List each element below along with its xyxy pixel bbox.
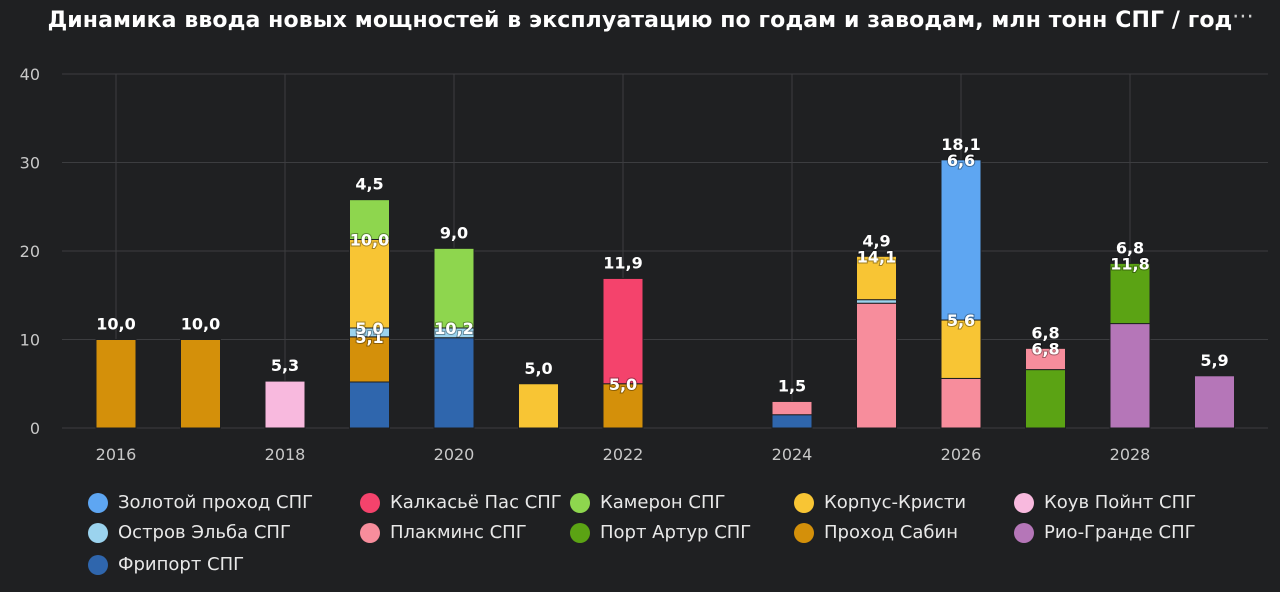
legend-label: Плакминс СПГ <box>390 522 527 543</box>
legend-swatch-icon <box>1014 492 1034 513</box>
bar-segment <box>349 381 390 429</box>
data-label: 5,0 <box>355 319 383 338</box>
legend-swatch-icon <box>88 492 108 513</box>
bar-segment <box>856 302 897 429</box>
bar-segment <box>349 238 390 329</box>
x-tick-label: 2026 <box>941 445 982 464</box>
bar-segment <box>1025 369 1066 429</box>
bar-segment <box>602 277 644 385</box>
legend-item[interactable]: Коув Пойнт СПГ <box>1014 492 1196 513</box>
legend-label: Остров Эльба СПГ <box>118 522 291 543</box>
bar-segment <box>1109 262 1151 325</box>
bar-segment <box>856 299 897 304</box>
total-label: 10,0 <box>181 315 220 334</box>
legend-label: Проход Сабин <box>824 522 958 543</box>
total-label: 5,9 <box>1200 351 1228 370</box>
total-label: 5,0 <box>524 359 552 378</box>
legend-label: Камерон СПГ <box>600 492 726 513</box>
bar-segment <box>940 377 982 429</box>
bar-segment <box>433 337 475 429</box>
bar-segment <box>771 414 813 429</box>
legend-item[interactable]: Калкасьё Пас СПГ <box>360 492 562 513</box>
legend-swatch-icon <box>570 492 590 513</box>
y-tick-label: 10 <box>20 331 40 350</box>
legend-label: Коув Пойнт СПГ <box>1044 492 1197 513</box>
y-tick-label: 30 <box>20 154 40 173</box>
bar-segment <box>433 247 475 329</box>
y-tick-label: 40 <box>20 65 40 84</box>
legend-swatch-icon <box>794 492 814 513</box>
legend-item[interactable]: Плакминс СПГ <box>360 522 527 543</box>
chart-title: Динамика ввода новых мощностей в эксплуа… <box>47 8 1233 33</box>
total-label: 4,5 <box>355 175 383 194</box>
bar-segment <box>264 380 306 429</box>
legend-item[interactable]: Порт Артур СПГ <box>570 522 751 543</box>
bar-segment <box>518 383 559 429</box>
bar-segment <box>1109 323 1151 429</box>
legend-swatch-icon <box>1014 522 1034 543</box>
total-label: 9,0 <box>440 223 468 242</box>
stacked-bar-chart: 0 10 20 30 40 2016 2018 2020 2022 2024 2026 2028 10,… <box>20 65 1268 464</box>
data-label: 10,2 <box>434 319 473 338</box>
x-tick-label: 2018 <box>265 445 306 464</box>
data-label: 5,1 <box>355 328 383 347</box>
legend-item[interactable]: Фрипорт СПГ <box>88 554 244 575</box>
bar-segment <box>349 199 390 240</box>
legend-label: Рио-Гранде СПГ <box>1044 522 1196 543</box>
data-label: 11,8 <box>1110 254 1149 273</box>
legend-label: Калкасьё Пас СПГ <box>390 492 562 513</box>
bar-segment <box>602 383 644 429</box>
total-label: 5,3 <box>271 356 299 375</box>
y-tick-label: 20 <box>20 242 40 261</box>
legend-label: Корпус-Кристи <box>824 492 967 513</box>
x-tick-label: 2022 <box>603 445 644 464</box>
data-label: 6,8 <box>1031 339 1059 358</box>
data-label: 6,6 <box>947 151 975 170</box>
bar-segment <box>771 400 813 416</box>
x-tick-label: 2016 <box>96 445 137 464</box>
legend-swatch-icon <box>88 554 108 575</box>
legend-swatch-icon <box>794 522 814 543</box>
total-label: 10,0 <box>96 315 135 334</box>
legend-item[interactable]: Рио-Гранде СПГ <box>1014 522 1196 543</box>
legend-label: Золотой проход СПГ <box>118 492 314 513</box>
total-label: 4,9 <box>862 231 890 250</box>
bar-segment <box>1194 375 1235 429</box>
legend-label: Порт Артур СПГ <box>600 522 752 543</box>
total-label: 11,9 <box>603 253 642 272</box>
data-label: 5,0 <box>609 375 637 394</box>
bar-segment <box>95 339 137 429</box>
legend-item[interactable]: Проход Сабин <box>794 522 958 543</box>
bar-segment <box>349 336 390 383</box>
bar-segment <box>1025 347 1066 371</box>
legend-item[interactable]: Камерон СПГ <box>570 492 725 513</box>
legend-swatch-icon <box>360 522 380 543</box>
legend-label: Фрипорт СПГ <box>118 554 245 575</box>
total-label: 1,5 <box>778 376 806 395</box>
total-label: 6,8 <box>1031 323 1059 342</box>
bar-segment <box>180 339 221 429</box>
data-label: 5,6 <box>947 311 975 330</box>
data-label: 14,1 <box>857 247 896 266</box>
legend-swatch-icon <box>360 492 380 513</box>
legend-swatch-icon <box>570 522 590 543</box>
data-label: 10,0 <box>350 230 389 249</box>
x-tick-label: 2024 <box>772 445 813 464</box>
x-tick-label: 2020 <box>434 445 475 464</box>
ellipsis-icon[interactable]: ⋯ <box>1232 4 1256 29</box>
bar-segment <box>856 255 897 301</box>
legend-item[interactable]: Золотой проход СПГ <box>88 492 313 513</box>
total-label: 6,8 <box>1116 238 1144 257</box>
legend-item[interactable]: Корпус-Кристи <box>794 492 966 513</box>
total-label: 18,1 <box>941 135 980 154</box>
legend-swatch-icon <box>88 522 108 543</box>
x-tick-label: 2028 <box>1110 445 1151 464</box>
legend-item[interactable]: Остров Эльба СПГ <box>88 522 291 543</box>
y-tick-label: 0 <box>30 419 40 438</box>
bar-segment <box>940 319 982 379</box>
bar-segment <box>940 159 982 321</box>
